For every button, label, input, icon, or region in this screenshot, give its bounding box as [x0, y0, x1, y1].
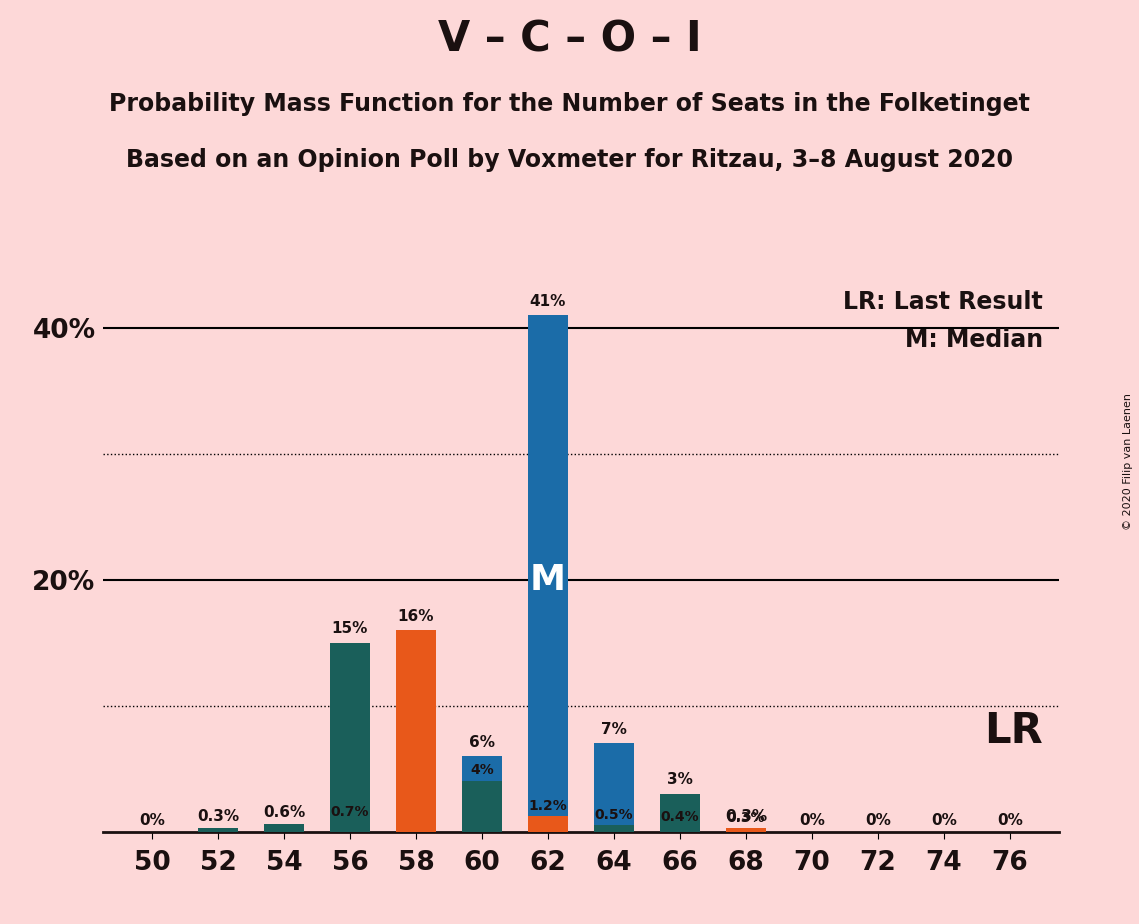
Text: Based on an Opinion Poll by Voxmeter for Ritzau, 3–8 August 2020: Based on an Opinion Poll by Voxmeter for…: [126, 148, 1013, 172]
Text: M: M: [530, 563, 566, 597]
Bar: [528, 817, 567, 832]
Bar: [726, 831, 765, 832]
Text: 15%: 15%: [331, 621, 368, 637]
Text: 0%: 0%: [997, 813, 1023, 828]
Text: 7%: 7%: [601, 722, 626, 737]
Text: 4%: 4%: [470, 763, 494, 777]
Text: 6%: 6%: [469, 735, 495, 749]
Bar: [661, 794, 699, 832]
Text: 0.3%: 0.3%: [727, 811, 765, 825]
Text: 0%: 0%: [798, 813, 825, 828]
Text: 0%: 0%: [931, 813, 957, 828]
Text: 0.7%: 0.7%: [330, 805, 369, 819]
Text: LR: Last Result: LR: Last Result: [843, 290, 1043, 314]
Text: 0%: 0%: [139, 813, 165, 828]
Bar: [396, 630, 436, 832]
Bar: [330, 822, 370, 832]
Text: 3%: 3%: [667, 772, 693, 787]
Text: 3%: 3%: [404, 776, 428, 790]
Text: 16%: 16%: [398, 609, 434, 624]
Text: 0.3%: 0.3%: [724, 809, 767, 824]
Bar: [462, 756, 501, 832]
Text: 0.6%: 0.6%: [263, 805, 305, 821]
Bar: [595, 744, 633, 832]
Text: 0.5%: 0.5%: [595, 808, 633, 821]
Text: © 2020 Filip van Laenen: © 2020 Filip van Laenen: [1123, 394, 1133, 530]
Bar: [726, 828, 765, 832]
Text: 0.3%: 0.3%: [197, 809, 239, 824]
Text: V – C – O – I: V – C – O – I: [437, 18, 702, 60]
Bar: [264, 829, 304, 832]
Text: M: Median: M: Median: [904, 328, 1043, 352]
Text: 0%: 0%: [865, 813, 891, 828]
Bar: [198, 828, 238, 832]
Bar: [330, 642, 370, 832]
Bar: [462, 781, 501, 832]
Text: Probability Mass Function for the Number of Seats in the Folketinget: Probability Mass Function for the Number…: [109, 92, 1030, 116]
Bar: [264, 824, 304, 832]
Bar: [595, 825, 633, 832]
Text: LR: LR: [984, 710, 1043, 752]
Text: 0.4%: 0.4%: [661, 810, 699, 824]
Text: 1.2%: 1.2%: [528, 798, 567, 813]
Bar: [396, 794, 436, 832]
Bar: [661, 827, 699, 832]
Bar: [528, 315, 567, 832]
Text: 41%: 41%: [530, 294, 566, 309]
